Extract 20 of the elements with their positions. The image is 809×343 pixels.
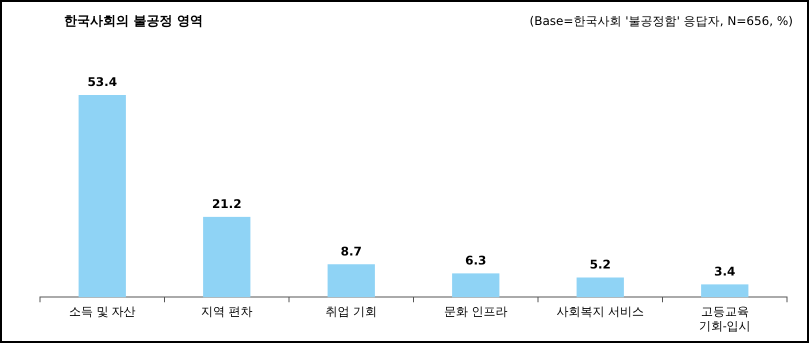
- data-label: 6.3: [465, 253, 486, 268]
- bar: [203, 216, 250, 298]
- x-tick-label: 지역 편차: [201, 304, 252, 319]
- data-label: 8.7: [340, 244, 362, 258]
- x-tick-label: 소득 및 자산: [68, 304, 136, 319]
- data-label: 21.2: [212, 197, 242, 212]
- bar: [328, 264, 375, 298]
- x-tick-label: 고등교육 기회-입시: [698, 304, 751, 334]
- x-tick-label: 문화 인프라: [444, 304, 508, 319]
- bar: [78, 94, 126, 298]
- bar: [576, 278, 624, 298]
- data-label: 5.2: [590, 258, 611, 272]
- x-tick-label: 취업 기회: [326, 304, 377, 319]
- x-tick-label: 사회복지 서비스: [556, 304, 644, 319]
- bar: [452, 273, 500, 298]
- data-label: 53.4: [87, 75, 118, 90]
- chart-subtitle: (Base=한국사회 '불공정함' 응답자, N=656, %): [530, 12, 793, 30]
- data-label: 3.4: [714, 264, 736, 278]
- bar: [701, 284, 748, 298]
- chart-title: 한국사회의 불공정 영역: [64, 13, 204, 30]
